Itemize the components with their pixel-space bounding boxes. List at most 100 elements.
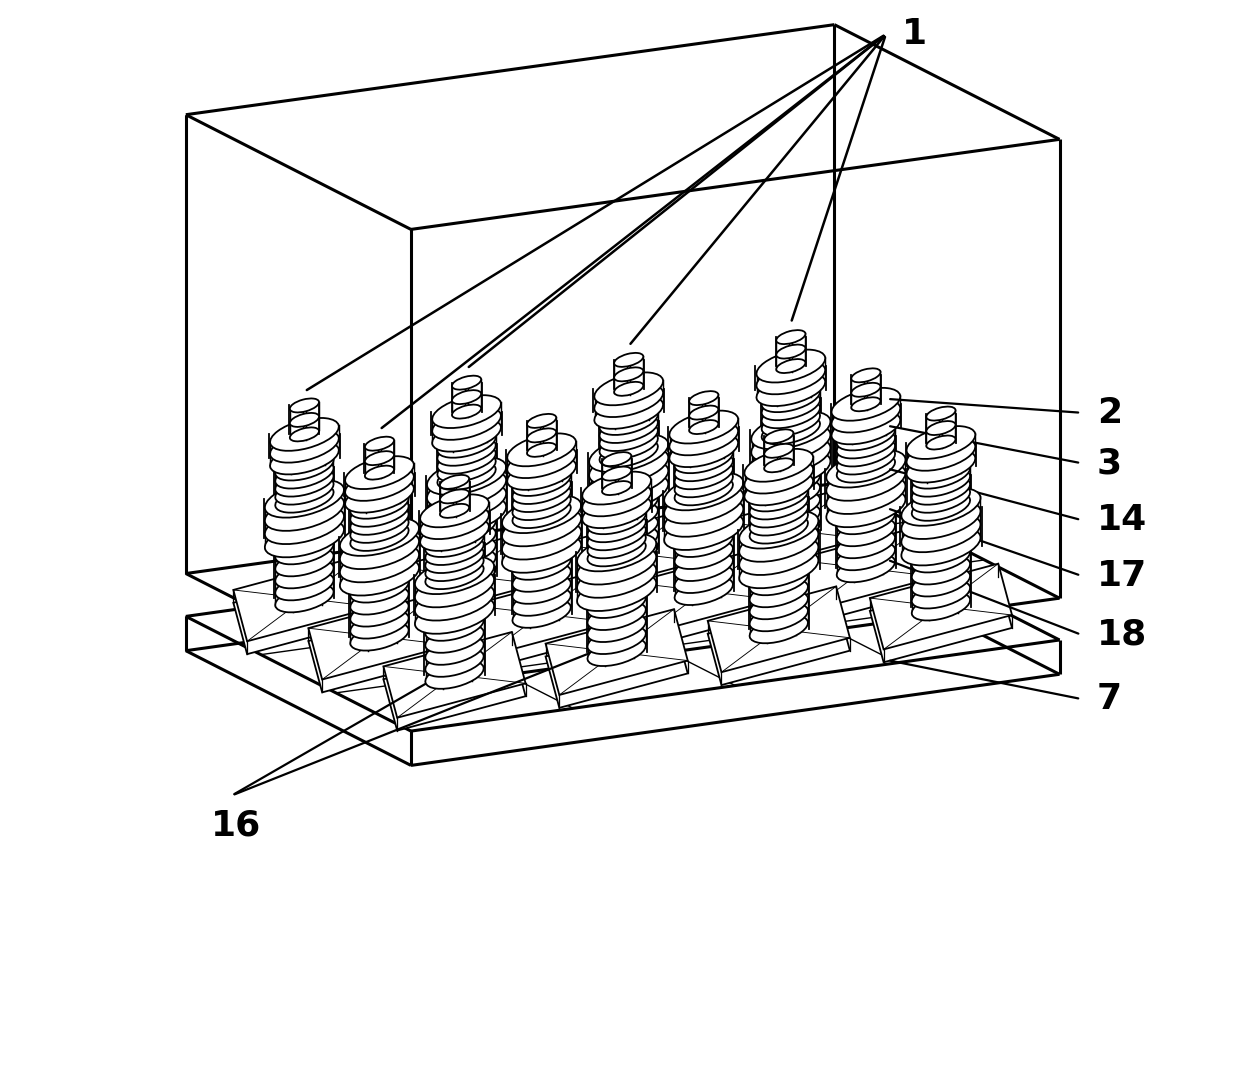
Ellipse shape [837,506,895,534]
Ellipse shape [340,532,419,569]
Ellipse shape [837,422,895,450]
Ellipse shape [675,445,733,473]
Ellipse shape [750,615,808,643]
Ellipse shape [365,451,394,465]
Ellipse shape [675,553,733,581]
Ellipse shape [275,584,334,612]
Ellipse shape [438,446,496,474]
Ellipse shape [577,547,656,584]
Ellipse shape [751,437,831,476]
Ellipse shape [675,541,733,569]
Ellipse shape [577,574,656,611]
Ellipse shape [589,434,668,472]
Ellipse shape [425,530,484,557]
Ellipse shape [265,506,343,545]
Ellipse shape [425,601,484,629]
Ellipse shape [425,637,484,665]
Ellipse shape [756,349,825,383]
Ellipse shape [739,510,818,549]
Ellipse shape [751,425,831,462]
Ellipse shape [588,638,646,666]
Ellipse shape [750,555,808,583]
Ellipse shape [670,411,738,444]
Ellipse shape [433,396,501,428]
Ellipse shape [351,515,409,542]
Ellipse shape [425,553,484,581]
Ellipse shape [351,575,409,602]
Ellipse shape [438,430,496,458]
Ellipse shape [512,485,570,512]
Ellipse shape [926,435,956,449]
Ellipse shape [751,451,831,489]
Ellipse shape [345,480,414,512]
Ellipse shape [453,404,481,418]
Polygon shape [396,546,538,631]
Ellipse shape [440,490,469,504]
Ellipse shape [275,549,334,577]
Ellipse shape [425,613,484,641]
Ellipse shape [589,474,668,511]
Ellipse shape [764,430,794,444]
Ellipse shape [756,361,825,394]
Ellipse shape [926,421,956,435]
Ellipse shape [675,477,733,505]
Ellipse shape [750,492,808,520]
Ellipse shape [365,465,394,479]
Ellipse shape [502,522,582,560]
Ellipse shape [453,390,481,404]
Ellipse shape [670,434,738,467]
Ellipse shape [665,498,743,537]
Polygon shape [558,523,699,609]
Ellipse shape [588,506,646,534]
Polygon shape [719,487,862,572]
Ellipse shape [852,398,880,412]
Ellipse shape [764,444,794,458]
Ellipse shape [776,359,806,373]
Ellipse shape [600,526,658,555]
Ellipse shape [502,508,582,547]
Ellipse shape [670,422,738,456]
Ellipse shape [600,539,658,567]
Ellipse shape [906,437,976,471]
Ellipse shape [527,414,557,428]
Ellipse shape [512,468,570,496]
Ellipse shape [911,533,970,561]
Ellipse shape [761,416,820,444]
Ellipse shape [438,525,496,553]
Ellipse shape [761,392,820,420]
Polygon shape [309,594,450,680]
Ellipse shape [600,515,658,542]
Ellipse shape [761,468,820,496]
Ellipse shape [826,476,905,513]
Ellipse shape [600,423,658,451]
Polygon shape [383,645,526,731]
Ellipse shape [275,477,334,505]
Text: 2: 2 [1097,396,1122,430]
Polygon shape [233,555,376,641]
Ellipse shape [275,461,334,489]
Text: 14: 14 [1097,503,1147,537]
Ellipse shape [425,625,484,653]
Polygon shape [470,571,613,657]
Ellipse shape [427,496,506,535]
Ellipse shape [750,500,808,527]
Ellipse shape [351,498,409,526]
Polygon shape [233,568,376,654]
Ellipse shape [689,405,718,419]
Ellipse shape [750,508,808,536]
Ellipse shape [420,506,489,539]
Ellipse shape [852,369,880,383]
Ellipse shape [750,567,808,595]
Ellipse shape [290,399,319,413]
Polygon shape [383,632,526,718]
Ellipse shape [415,596,494,634]
Ellipse shape [756,373,825,406]
Ellipse shape [502,495,582,533]
Ellipse shape [689,391,718,405]
Ellipse shape [614,368,644,382]
Ellipse shape [270,442,339,475]
Ellipse shape [340,518,419,556]
Ellipse shape [512,492,570,520]
Ellipse shape [512,476,570,504]
Ellipse shape [776,344,806,358]
